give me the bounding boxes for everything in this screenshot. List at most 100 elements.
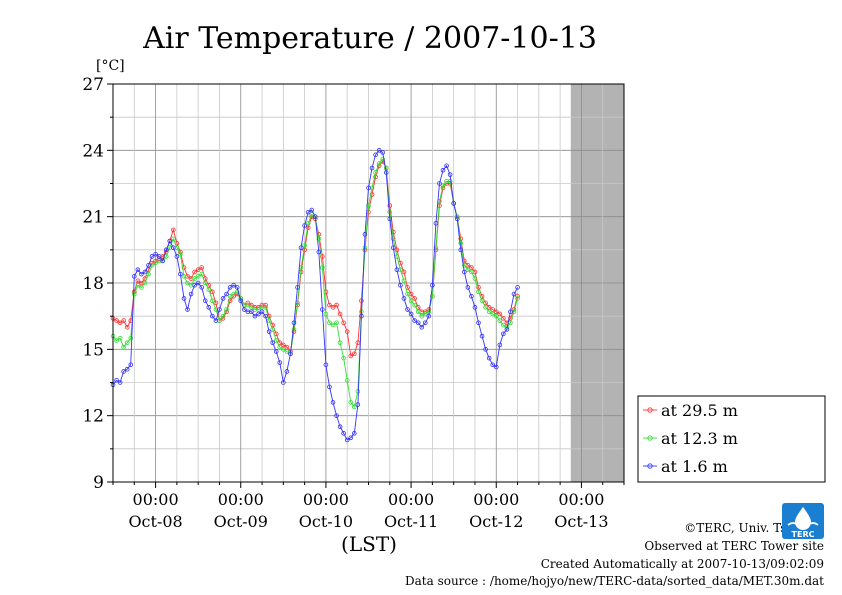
data-point [348,400,354,405]
data-point [376,161,382,166]
data-point [252,313,258,319]
data-point [334,320,339,326]
data-point [472,276,478,281]
x-tick-date-label: Oct-13 [554,512,608,531]
data-point [501,331,506,337]
data-point [220,313,226,319]
data-point [273,349,279,354]
data-point [153,251,158,257]
data-point [135,282,141,288]
data-point [462,269,467,275]
data-point [401,269,407,275]
data-point [210,298,215,303]
data-point [472,305,478,310]
data-point [288,351,293,357]
data-point [391,236,396,242]
data-point [195,274,201,279]
data-point [192,269,197,275]
data-point [273,338,279,343]
data-point [284,349,290,354]
data-point [451,201,456,206]
data-point [369,165,375,171]
data-point [352,351,357,357]
observed-text: Observed at TERC Tower site [644,539,824,553]
data-point [341,355,346,361]
plot-area: 9 12 15 18 21 24 27 00:00 Oct-08 00:00 Oct-09 00:00… [82,75,625,531]
data-point [422,320,428,326]
data-point [167,238,173,244]
data-point [337,311,343,317]
data-point [227,293,233,299]
data-point [210,313,215,319]
data-point [241,307,247,312]
data-point [394,247,400,253]
data-point [238,298,244,303]
data-point [263,313,268,319]
data-point [114,338,119,343]
data-point [337,340,343,346]
data-point [114,377,119,383]
data-point [401,296,407,301]
data-point [124,366,130,372]
data-point [497,311,503,317]
data-point [174,254,180,259]
data-point [476,289,481,295]
data-point [341,320,346,326]
data-point [405,291,410,297]
data-point [178,251,183,257]
legend-label: at 12.3 m [661,429,738,448]
x-tick-date-label: Oct-08 [128,512,182,531]
data-point [359,313,364,319]
data-point [359,298,364,303]
data-point [327,384,332,390]
legend-marker [647,407,653,413]
data-point [330,322,336,328]
data-point [302,223,307,228]
data-point [476,285,481,290]
data-point [121,369,126,374]
data-point [398,282,403,288]
data-point [511,291,517,297]
data-point [508,316,513,321]
data-point [401,278,407,284]
x-tick-date-label: Oct-09 [214,512,268,531]
data-point [334,413,339,418]
data-point [493,309,499,315]
data-point [256,311,261,317]
data-point [369,192,375,197]
data-point [231,291,236,297]
data-source-text: Data source : /home/hojyo/new/TERC-data/… [405,574,824,588]
data-point [469,265,474,270]
data-point [479,298,485,303]
y-tick-label: 21 [82,208,104,228]
data-point [171,227,176,233]
data-point [202,280,208,286]
data-point [316,236,322,242]
data-point [213,318,219,323]
data-point [493,364,499,370]
x-axis-label: (LST) [341,532,397,556]
data-point [124,340,130,346]
data-point [362,232,368,237]
data-point [469,269,474,275]
data-point [234,285,240,290]
data-point [131,274,137,279]
x-tick-time-label: 00:00 [303,490,349,509]
data-point [128,335,134,341]
data-point [344,437,350,443]
legend-marker [647,435,653,441]
x-tick-time-label: 00:00 [133,490,179,509]
data-point [153,260,158,266]
data-point [422,311,428,317]
data-point [206,287,212,292]
data-point [465,267,471,273]
data-point [302,243,307,248]
data-point [312,214,318,219]
data-point [128,362,134,368]
data-point [135,267,141,273]
data-point [131,291,137,297]
data-point [192,276,197,281]
data-point [490,311,496,317]
data-point [391,245,396,250]
